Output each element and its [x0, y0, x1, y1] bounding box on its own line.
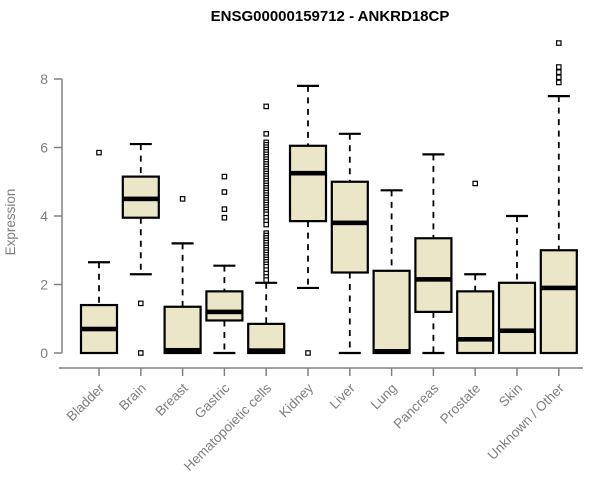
box-unknown-other [539, 40, 578, 355]
outlier-point [472, 180, 479, 187]
outlier-point [96, 149, 102, 156]
box-rect [163, 305, 202, 355]
box-liver [330, 132, 369, 355]
x-category-label-gastric: Gastric [192, 380, 233, 421]
box-rect [205, 290, 244, 322]
outlier-point [305, 350, 311, 356]
outlier-point [555, 79, 562, 86]
outlier-point [179, 196, 186, 202]
box-pancreas [414, 153, 453, 355]
x-category-label-kidney: Kidney [276, 380, 316, 420]
outlier-point [138, 300, 144, 307]
y-tick-label: 4 [40, 208, 48, 224]
outlier-point [555, 74, 562, 81]
y-tick-label: 6 [40, 140, 48, 156]
box-hematopoietic-cells [247, 103, 286, 355]
chart-title: ENSG00000159712 - ANKRD18CP [211, 8, 450, 25]
median-line [415, 277, 452, 282]
median-line [331, 220, 368, 226]
y-tick-label: 0 [40, 345, 48, 361]
box-breast [163, 196, 202, 355]
median-line [81, 326, 117, 332]
median-line [373, 348, 410, 354]
box-bladder [79, 149, 119, 355]
median-line [499, 328, 535, 334]
outlier-point [221, 173, 228, 180]
box-rect [539, 249, 578, 355]
outlier-point [555, 69, 562, 75]
y-axis-label: Expression [3, 189, 18, 256]
outlier-point [221, 206, 228, 212]
y-tick-label: 2 [40, 277, 48, 293]
median-line [164, 347, 201, 353]
x-category-label-prostate: Prostate [437, 381, 483, 427]
box-rect [288, 144, 328, 223]
outlier-point [221, 214, 228, 221]
median-line [122, 196, 159, 202]
box-skin [497, 214, 537, 355]
y-tick-label: 8 [40, 71, 48, 87]
median-line [540, 285, 577, 291]
median-line [290, 170, 326, 176]
outlier-point [263, 103, 270, 110]
box-rect [497, 281, 537, 355]
box-rect [247, 322, 286, 355]
x-category-label-breast: Breast [153, 380, 191, 418]
x-category-label-brain: Brain [116, 381, 149, 414]
box-rect [414, 237, 453, 313]
box-prostate [456, 180, 495, 355]
box-kidney [288, 84, 328, 356]
x-category-label-pancreas: Pancreas [391, 380, 442, 431]
outlier-point [263, 277, 270, 283]
outlier-point [138, 350, 144, 356]
box-brain [121, 142, 160, 356]
median-line [457, 337, 494, 342]
box-lung [372, 189, 411, 355]
box-rect [456, 290, 495, 355]
median-line [248, 348, 285, 353]
box-rect [330, 180, 369, 274]
outlier-point [221, 189, 228, 195]
median-line [206, 309, 243, 315]
x-category-label-bladder: Bladder [64, 380, 108, 424]
x-category-label-liver: Liver [327, 380, 359, 412]
outlier-point [263, 131, 270, 137]
outlier-point [555, 64, 562, 70]
box-rect [372, 269, 411, 355]
outlier-point [555, 40, 562, 46]
x-category-label-unknown-other: Unknown / Other [485, 380, 568, 463]
x-category-label-lung: Lung [368, 381, 400, 413]
x-category-label-skin: Skin [496, 381, 525, 410]
outlier-point [263, 221, 270, 228]
box-gastric [205, 173, 244, 355]
